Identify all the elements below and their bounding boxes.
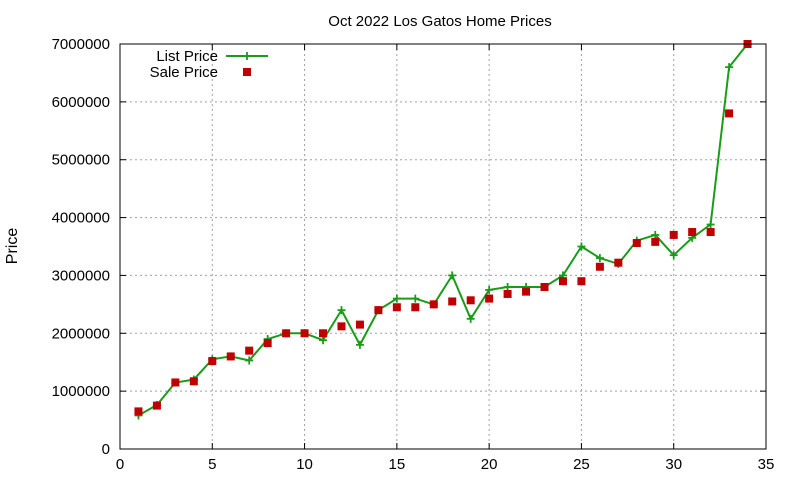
sale-price-point <box>429 300 438 309</box>
chart-title: Oct 2022 Los Gatos Home Prices <box>328 13 551 30</box>
list-price-point <box>355 340 364 349</box>
sale-price-point <box>319 329 328 338</box>
sale-price-point <box>595 262 604 271</box>
x-tick-label: 0 <box>116 456 124 473</box>
sale-price-point <box>448 297 457 306</box>
y-tick-label: 5000000 <box>52 152 110 169</box>
sale-price-point <box>651 237 660 246</box>
sale-price-point <box>632 239 641 248</box>
list-price-point <box>319 336 328 345</box>
sale-price-point <box>540 283 549 291</box>
y-axis-label: Price <box>4 228 21 265</box>
sale-price-point <box>355 320 364 329</box>
y-tick-label: 1000000 <box>52 383 110 400</box>
x-tick-label: 5 <box>208 456 216 473</box>
sale-price-point <box>725 109 734 118</box>
sale-price-point <box>577 277 586 286</box>
sale-price-point <box>522 287 531 296</box>
sale-price-point <box>263 339 272 348</box>
sale-price-point <box>706 228 715 237</box>
legend-entry-label: Sale Price <box>150 64 218 81</box>
list-price-point <box>392 294 401 303</box>
sale-price-point <box>226 352 235 361</box>
tick-layer: 0 5 10 15 20 25 30 35 0 1000000 2000000 3000000 4000… <box>52 36 775 473</box>
list-price-point <box>651 230 660 239</box>
sale-price-point <box>152 401 161 410</box>
sale-price-point <box>466 296 475 305</box>
sale-price-point <box>374 306 383 315</box>
sale-price-point <box>208 357 217 366</box>
list-price-point <box>706 220 715 229</box>
y-tick-label: 7000000 <box>52 36 110 53</box>
sale-price-point <box>300 329 309 338</box>
list-price-point <box>411 294 420 303</box>
legend-swatch-square <box>243 68 251 76</box>
sale-price-point <box>337 322 346 331</box>
sale-price-point <box>282 329 291 338</box>
sale-price-point <box>688 228 697 237</box>
x-tick-label: 15 <box>389 456 406 473</box>
sale-price-point <box>171 378 180 387</box>
sale-price-point <box>134 407 143 416</box>
list-price-point <box>448 271 457 280</box>
list-price-point <box>725 63 734 72</box>
list-price-line <box>138 43 749 417</box>
list-price-point <box>485 285 494 294</box>
list-price-point <box>577 242 586 251</box>
list-price-point <box>503 283 512 291</box>
plot-frame <box>119 43 767 450</box>
sale-price-point <box>392 303 401 312</box>
y-tick-label: 0 <box>102 441 110 458</box>
legend-entry-label: List Price <box>156 48 218 65</box>
sale-price-point <box>669 230 678 239</box>
sale-price-point <box>485 294 494 303</box>
x-tick-label: 20 <box>481 456 498 473</box>
x-tick-label: 30 <box>665 456 682 473</box>
x-tick-label: 35 <box>758 456 775 473</box>
sale-price-point <box>189 377 198 386</box>
list-price-point <box>337 306 346 315</box>
list-price-point <box>243 52 251 60</box>
list-price-point <box>669 251 678 260</box>
y-tick-label: 3000000 <box>52 267 110 284</box>
list-price-point <box>595 254 604 263</box>
x-tick-label: 10 <box>296 456 313 473</box>
x-tick-label: 25 <box>573 456 590 473</box>
y-tick-label: 4000000 <box>52 210 110 227</box>
series-layer <box>134 40 752 420</box>
sale-price-point <box>503 289 512 298</box>
sale-price-point <box>411 303 420 312</box>
list-price-point <box>245 356 254 365</box>
sale-price-point <box>245 346 254 355</box>
y-tick-label: 6000000 <box>52 94 110 111</box>
y-tick-label: 2000000 <box>52 325 110 342</box>
sale-price-point <box>558 277 567 286</box>
list-price-point <box>466 314 475 323</box>
sale-price-point <box>614 258 623 267</box>
